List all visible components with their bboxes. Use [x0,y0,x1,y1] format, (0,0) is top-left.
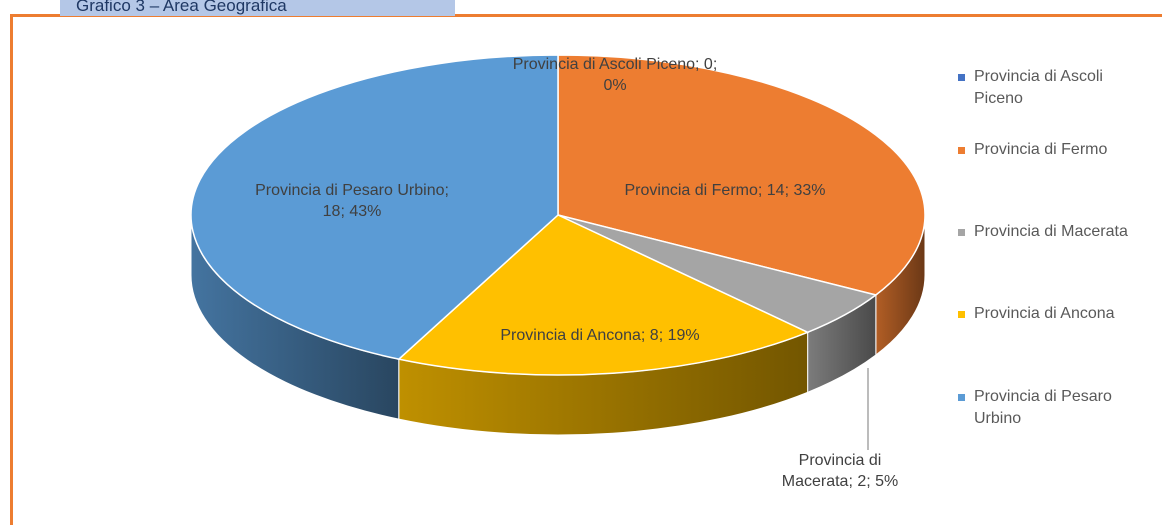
legend-label: Provincia di Pesaro Urbino [974,388,1112,427]
legend-swatch [958,74,965,81]
chart-title: Grafico 3 – Area Geografica [60,0,455,16]
data-label: Provincia di Macerata; 2; 5% [781,452,899,490]
legend-swatch [958,311,965,318]
legend-entry: Provincia di Fermo [958,139,1146,161]
slice [190,54,559,360]
legend-swatch [958,394,965,401]
frame [10,14,1162,525]
legend-entry: Provincia di Ascoli Piceno [958,66,1146,110]
legend-entry: Provincia di Pesaro Urbino [958,386,1146,430]
data-label: Provincia di Pesaro Urbino; 18; 43% [255,182,449,220]
data-label: Provincia di Ascoli Piceno; 0; 0% [512,56,718,94]
legend-entry: Provincia di Ancona [958,303,1146,325]
legend-label: Provincia di Macerata [974,223,1128,240]
slice [557,54,926,296]
legend-label: Provincia di Ancona [974,305,1115,322]
slice [397,214,810,376]
legend-label: Provincia di Ascoli Piceno [974,68,1103,107]
legend-swatch [958,229,965,236]
data-label: Provincia di Fermo; 14; 33% [624,182,826,199]
data-label: Provincia di Ancona; 8; 19% [500,327,700,344]
legend-label: Provincia di Fermo [974,141,1108,158]
legend-entry: Provincia di Macerata [958,221,1146,243]
legend-swatch [958,147,965,154]
